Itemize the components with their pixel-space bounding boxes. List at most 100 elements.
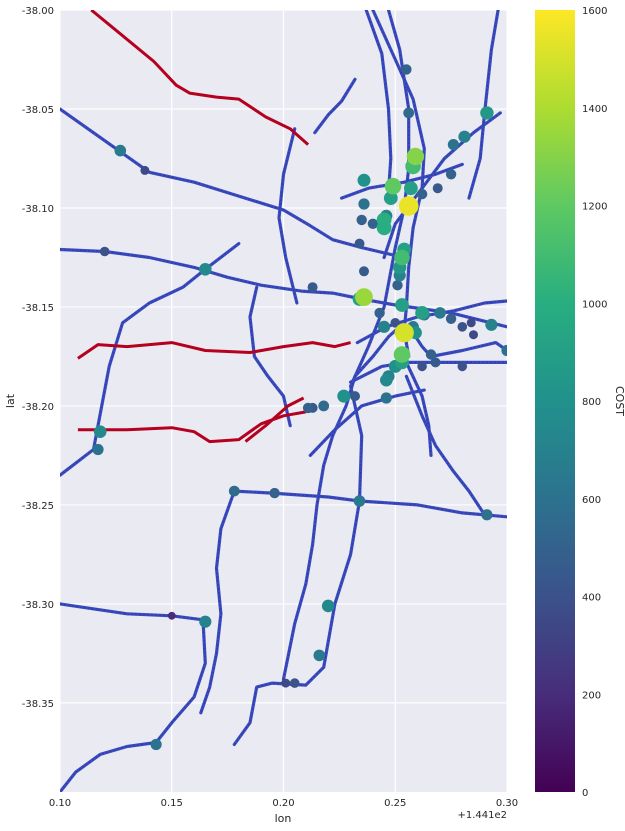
station-point	[380, 392, 392, 404]
y-tick-label: -38.30	[22, 600, 54, 611]
station-point	[469, 330, 478, 340]
x-tick-label: 0.20	[272, 798, 294, 809]
x-tick-label: 0.25	[384, 798, 406, 809]
rail-line-dots	[341, 163, 463, 199]
station-point	[376, 212, 392, 228]
rail-line-dots	[249, 287, 291, 426]
station-point	[359, 266, 369, 277]
station-point	[445, 169, 457, 180]
station-point	[92, 443, 104, 456]
station-point	[466, 318, 476, 328]
rail-line	[277, 127, 299, 305]
station-point	[353, 495, 366, 507]
rail-line-dots	[60, 603, 206, 792]
station-point	[392, 280, 403, 291]
colorbar-tick-label: 1600	[582, 6, 607, 17]
y-axis-label: lat	[4, 393, 17, 408]
colorbar-tick-label: 400	[582, 593, 601, 604]
station-point	[445, 313, 457, 324]
rail-line-dots	[200, 490, 235, 713]
station-point	[393, 346, 411, 363]
rail-line-dots	[60, 108, 396, 257]
station-point	[150, 738, 162, 751]
rail-line-dots	[309, 389, 425, 456]
station-point	[99, 246, 110, 257]
station-point	[394, 323, 414, 343]
station-point	[357, 173, 371, 187]
x-ticks: 0.10 0.15 0.20 0.25 0.30	[49, 798, 518, 809]
colorbar-tick-label: 0	[582, 788, 588, 799]
colorbar-tick-label: 600	[582, 495, 601, 506]
y-ticks: -38.00 -38.05 -38.10 -38.15 -38.20 -38.25 -38.…	[22, 6, 54, 710]
station-point	[481, 509, 493, 521]
station-point	[485, 318, 498, 331]
station-point	[378, 320, 391, 333]
y-tick-label: -38.15	[22, 303, 54, 314]
station-point	[356, 214, 367, 226]
highlight-lines	[77, 10, 351, 444]
station-point	[457, 322, 468, 332]
x-tick-label: 0.10	[49, 798, 71, 809]
y-tick-label: -38.35	[22, 699, 54, 710]
station-point	[415, 306, 429, 320]
station-point	[281, 678, 291, 688]
rail-line-dots	[314, 78, 356, 134]
station-point	[199, 615, 212, 628]
station-point	[313, 649, 326, 662]
rail-line-dots	[60, 243, 240, 476]
station-point	[93, 425, 107, 439]
station-point	[199, 263, 212, 276]
station-point	[307, 282, 318, 293]
station-point	[228, 485, 240, 497]
x-tick-label: 0.15	[161, 798, 183, 809]
station-point	[374, 307, 385, 319]
station-point	[367, 218, 379, 229]
station-point	[458, 130, 471, 143]
station-point	[350, 391, 360, 402]
rail-line-dots	[60, 248, 507, 328]
station-point	[358, 198, 370, 210]
station-point	[383, 191, 398, 206]
y-tick-label: -38.05	[22, 105, 54, 116]
station-point	[318, 400, 330, 412]
station-point	[384, 177, 402, 195]
rail-line-dots	[405, 376, 486, 516]
y-tick-label: -38.10	[22, 204, 54, 215]
station-point	[167, 611, 176, 620]
station-point	[417, 361, 427, 372]
station-point	[398, 196, 419, 216]
colorbar-tick-label: 1400	[582, 104, 607, 115]
highlight-line	[77, 341, 351, 360]
station-point	[302, 402, 314, 414]
station-point	[430, 357, 441, 368]
highlight-line	[244, 396, 305, 443]
station-point	[416, 188, 428, 200]
colorbar-tick-label: 1200	[582, 202, 607, 213]
x-axis-label: lon	[275, 812, 292, 825]
y-tick-label: -38.20	[22, 402, 54, 413]
station-point	[380, 373, 393, 387]
colorbar-tick-label: 1000	[582, 299, 607, 310]
rail-line	[364, 10, 393, 194]
rail-line-dots	[350, 361, 507, 383]
colorbar	[535, 10, 575, 792]
station-point	[401, 64, 412, 75]
station-point	[269, 487, 280, 499]
station-point	[394, 249, 410, 266]
highlight-line	[90, 10, 310, 146]
stations	[92, 64, 507, 751]
station-point	[403, 107, 415, 119]
rail-line-dots	[405, 362, 432, 456]
station-point	[434, 307, 446, 319]
station-point	[337, 389, 351, 403]
station-point	[355, 288, 373, 306]
station-point	[140, 165, 150, 175]
colorbar-ticks: 0 200 400 600 800 1000 1200 1400 1600	[582, 6, 607, 799]
station-point	[457, 361, 468, 372]
y-tick-label: -38.00	[22, 6, 54, 17]
x-tick-label: 0.30	[496, 798, 518, 809]
station-point	[289, 678, 300, 688]
station-point	[447, 139, 459, 151]
rail-line-dots	[234, 490, 507, 518]
